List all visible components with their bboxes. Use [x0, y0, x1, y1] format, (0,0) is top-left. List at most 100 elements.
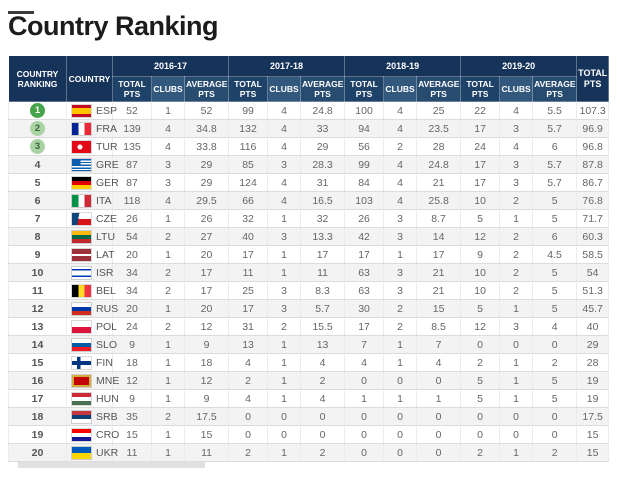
clubs-cell: 1: [151, 335, 185, 355]
clubs-cell: 2: [267, 317, 302, 337]
average-pts-cell: 28.3: [300, 155, 346, 175]
rank-badge: 1: [30, 103, 45, 119]
clubs-cell: 1: [151, 371, 185, 391]
country-code: LAT: [96, 248, 115, 261]
rank-cell: 2: [8, 119, 67, 139]
total-pts-cell: 56: [344, 137, 385, 157]
clubs-cell: 3: [267, 281, 302, 301]
total-pts-cell: 35: [112, 407, 152, 427]
average-pts-cell: 9: [184, 389, 230, 409]
col-header-average-pts: AVERAGE PTS: [183, 75, 230, 103]
col-header-average-pts: AVERAGE PTS: [300, 75, 346, 103]
country-cell: CZE: [66, 209, 117, 229]
average-pts-cell: 15: [184, 425, 230, 445]
rank-number: 7: [34, 212, 41, 225]
clubs-cell: 2: [151, 263, 185, 283]
average-pts-cell: 5.7: [532, 173, 578, 193]
country-cell: BEL: [66, 281, 116, 301]
total-pts-cell: 0: [228, 425, 269, 445]
clubs-cell: 0: [383, 425, 418, 445]
country-code: UKR: [96, 446, 119, 459]
country-cell: ISR: [66, 263, 114, 283]
grand-total-cell: 76.8: [576, 191, 610, 211]
col-header-country: COUNTRY: [66, 54, 113, 103]
clubs-cell: 2: [151, 317, 185, 337]
total-pts-cell: 40: [228, 227, 269, 247]
total-pts-cell: 9: [112, 335, 152, 355]
total-pts-cell: 10: [460, 191, 501, 211]
grand-total-cell: 15: [576, 443, 610, 463]
total-pts-cell: 54: [112, 227, 152, 247]
table-row: 7 CZE 26 1 26 32 1 32 26 3 8.7 5 1 5 71.7: [8, 209, 610, 229]
total-pts-cell: 52: [112, 101, 152, 121]
clubs-cell: 3: [151, 173, 185, 193]
total-pts-cell: 2: [228, 443, 269, 463]
total-pts-cell: 99: [228, 101, 269, 121]
clubs-cell: 1: [499, 371, 534, 391]
average-pts-cell: 5.7: [532, 155, 578, 175]
total-pts-cell: 0: [344, 443, 385, 463]
country-cell: FRA: [66, 119, 117, 139]
total-pts-cell: 12: [460, 317, 501, 337]
total-pts-cell: 15: [112, 425, 152, 445]
clubs-cell: 2: [499, 245, 534, 265]
total-pts-cell: 118: [112, 191, 152, 211]
average-pts-cell: 29.5: [184, 191, 230, 211]
clubs-cell: 0: [499, 425, 534, 445]
clubs-cell: 1: [267, 443, 302, 463]
average-pts-cell: 1: [416, 389, 462, 409]
clubs-cell: 1: [499, 353, 534, 373]
rank-cell: 8: [8, 227, 67, 247]
clubs-cell: 1: [499, 299, 534, 319]
total-pts-cell: 1: [344, 389, 385, 409]
total-pts-cell: 116: [228, 137, 269, 157]
average-pts-cell: 12: [184, 371, 230, 391]
clubs-cell: 2: [383, 137, 418, 157]
total-pts-cell: 94: [344, 119, 385, 139]
grand-total-cell: 17.5: [576, 407, 610, 427]
total-pts-cell: 5: [460, 389, 501, 409]
clubs-cell: 3: [267, 299, 302, 319]
total-pts-cell: 135: [112, 137, 152, 157]
country-code: SRB: [96, 410, 118, 423]
clubs-cell: 2: [499, 281, 534, 301]
average-pts-cell: 5: [532, 389, 578, 409]
total-pts-cell: 100: [344, 101, 385, 121]
average-pts-cell: 5: [532, 209, 578, 229]
total-pts-cell: 18: [112, 353, 152, 373]
average-pts-cell: 2: [532, 353, 578, 373]
total-pts-cell: 66: [228, 191, 269, 211]
table-row: 9 LAT 20 1 20 17 1 17 17 1 17 9 2 4.5 58.5: [8, 245, 610, 265]
clubs-cell: 1: [151, 299, 185, 319]
average-pts-cell: 4: [416, 353, 462, 373]
grand-total-cell: 96.9: [576, 119, 610, 139]
total-pts-cell: 13: [228, 335, 269, 355]
flag-montenegro-icon: [72, 374, 91, 387]
total-pts-cell: 30: [344, 299, 385, 319]
table-row: 1 ESP 52 1 52 99 4 24.8 100 4 25 22 4 5.5 107.3: [8, 101, 610, 121]
clubs-cell: 2: [151, 407, 185, 427]
country-cell: POL: [66, 317, 117, 337]
rank-cell: 12: [8, 299, 67, 319]
average-pts-cell: 0: [532, 425, 578, 445]
clubs-cell: 1: [151, 425, 185, 445]
country-code: BEL: [96, 284, 116, 297]
clubs-cell: 1: [267, 209, 302, 229]
clubs-cell: 2: [151, 281, 185, 301]
average-pts-cell: 26: [184, 209, 230, 229]
country-cell: GER: [66, 173, 119, 193]
col-header-total-pts: TOTAL PTS: [460, 75, 501, 103]
clubs-cell: 3: [499, 317, 534, 337]
rank-number: 17: [31, 392, 44, 405]
country-cell: SRB: [66, 407, 118, 427]
flag-france-icon: [72, 122, 91, 135]
rank-number: 10: [31, 266, 44, 279]
average-pts-cell: 28: [416, 137, 462, 157]
flag-croatia-icon: [72, 428, 91, 441]
total-pts-cell: 7: [344, 335, 385, 355]
flag-serbia-icon: [72, 410, 91, 423]
rank-cell: 6: [8, 191, 67, 211]
table-row: 11 BEL 34 2 17 25 3 8.3 63 3 21 10 2 5 51.3: [8, 281, 610, 301]
average-pts-cell: 52: [184, 101, 230, 121]
flag-turkey-icon: [72, 140, 91, 153]
